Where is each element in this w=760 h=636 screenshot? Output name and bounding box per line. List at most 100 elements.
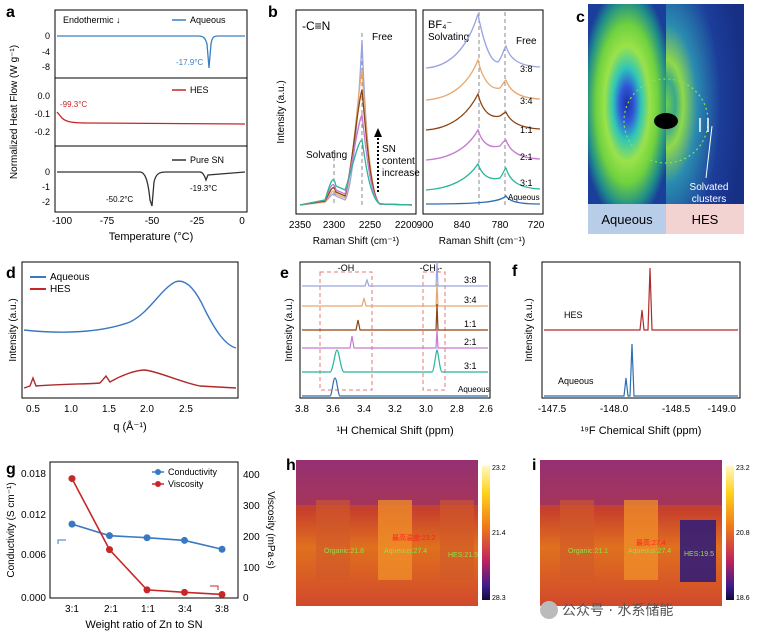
g-axis-hint-left	[57, 539, 66, 544]
g-y2tick-2: 200	[243, 532, 260, 543]
i-scale-2: 18.6	[736, 595, 750, 602]
h-label-1: Aqueous:27.4	[384, 548, 427, 555]
a-xtick-0: -100	[52, 216, 72, 227]
e-xtick-1: 3.6	[326, 404, 340, 415]
e-frame	[299, 261, 491, 399]
i-vial-1	[560, 500, 594, 580]
b-arrow-text3: increase	[382, 168, 420, 179]
g-point-0-0	[68, 520, 76, 528]
b-left-solvating: Solvating	[306, 150, 347, 161]
a-mid-peak: -99.3°C	[60, 100, 87, 109]
a-top-ytick-2: -8	[42, 62, 50, 72]
b-arrow-head	[374, 128, 382, 137]
a-sn-curve	[57, 171, 246, 207]
g-xtick-4: 3:8	[215, 604, 229, 615]
d-xtick-1: 1.0	[64, 404, 78, 415]
b-right-xlabel: Raman Shift (cm⁻¹)	[439, 236, 525, 247]
h-scale-1: 21.4	[492, 530, 506, 537]
b-right-xtick-0: 900	[417, 220, 434, 231]
g-ytick-2: 0.012	[21, 510, 46, 521]
c-aqueous-image	[588, 4, 666, 204]
c-annot2: clusters	[692, 194, 726, 205]
a-bot-frame	[54, 145, 248, 213]
g-frame	[49, 461, 239, 599]
d-xtick-2: 1.5	[102, 404, 116, 415]
b-right-xtick-1: 840	[454, 220, 471, 231]
panel-label-f: f	[512, 263, 518, 280]
a-hes-curve	[56, 111, 246, 125]
b-right-curve-6	[425, 194, 541, 205]
b-right-solvating: Solvating	[428, 32, 469, 43]
g-xlabel: Weight ratio of Zn to SN	[85, 619, 202, 631]
h-colorbar	[482, 466, 490, 600]
e-curve-6	[302, 377, 488, 397]
panel-a: Normalized Heat Flow (W g⁻¹) Endothermic…	[9, 9, 248, 243]
b-right-frame	[422, 9, 544, 215]
panel-label-e: e	[280, 265, 289, 282]
b-ratio-2: 1:1	[520, 125, 533, 135]
f-aqueous-curve	[544, 343, 738, 397]
g-point-1-1	[106, 546, 113, 554]
b-ratio-3: 2:1	[520, 152, 533, 162]
g-point-0-1	[106, 532, 113, 540]
e-xtick-6: 2.6	[479, 404, 493, 415]
c-beamstop	[654, 113, 678, 129]
b-left-frame	[295, 9, 417, 215]
a-bot-ytick-0: 0	[45, 167, 50, 177]
g-y2tick-4: 400	[243, 470, 260, 481]
g-point-0-3	[181, 536, 188, 544]
e-curve-5	[302, 349, 488, 373]
g-xtick-2: 1:1	[141, 604, 155, 615]
d-xtick-3: 2.0	[140, 404, 154, 415]
g-y2label: Viscosity (mPa·s)	[265, 491, 276, 569]
e-ylabel: Intensity (a.u.)	[284, 298, 295, 361]
wechat-icon	[540, 601, 558, 619]
g-point-1-2	[143, 586, 151, 594]
b-right-curve-3	[425, 92, 541, 131]
a-mid-ytick-2: -0.2	[34, 127, 50, 137]
e-xtick-5: 2.8	[450, 404, 464, 415]
a-xtick-2: -50	[145, 216, 160, 227]
b-right-curve-5	[425, 162, 541, 191]
panel-d: Intensity (a.u.) Aqueous HES 0.5 1.0 1.5…	[8, 261, 239, 433]
g-ytick-0: 0.000	[21, 593, 46, 604]
b-left-xtick-0: 2350	[289, 220, 312, 231]
b-right-curve-4	[425, 128, 541, 161]
i-label-2: HES:19.5	[684, 551, 714, 558]
b-arrow-text1: SN	[382, 144, 396, 155]
d-aqueous-curve	[23, 280, 237, 349]
e-xlabel: ¹H Chemical Shift (ppm)	[336, 425, 453, 437]
panel-g-chart: Conductivity (S cm⁻¹) Viscosity (mPa·s) …	[6, 461, 276, 631]
b-left-title: -C≡N	[302, 19, 330, 33]
e-ratio-1: 3:4	[464, 295, 477, 305]
panel-label-h: h	[286, 457, 296, 474]
a-xtick-4: 0	[239, 216, 245, 227]
b-right-free: Free	[516, 36, 537, 47]
i-colorbar	[726, 466, 734, 600]
a-mid-ytick-1: -0.1	[34, 109, 50, 119]
panel-label-g: g	[6, 461, 16, 478]
g-y2tick-0: 0	[243, 593, 249, 604]
e-xtick-2: 3.4	[357, 404, 371, 415]
c-pointer	[705, 125, 713, 179]
h-label-0: Organic:21.8	[324, 548, 364, 555]
b-left-curve-4	[299, 113, 413, 206]
a-mid-frame	[54, 77, 248, 147]
g-axis-hint-right	[210, 585, 219, 590]
g-legend-1: Viscosity	[168, 479, 204, 489]
g-xtick-1: 2:1	[104, 604, 118, 615]
a-bot-ytick-2: -2	[42, 197, 50, 207]
g-point-0-4	[218, 545, 226, 553]
b-ratio-5: Aqueous	[508, 193, 540, 202]
c-aqueous-box	[588, 204, 666, 234]
watermark: 公众号 · 水系储能	[540, 600, 673, 620]
f-xtick-3: -149.0	[708, 404, 737, 415]
b-left-curve-3	[299, 89, 413, 206]
a-mid-legend: HES	[190, 85, 209, 95]
a-xtick-1: -75	[100, 216, 115, 227]
c-annot1: Solvated	[690, 182, 729, 193]
f-frame	[541, 261, 741, 399]
b-left-xtick-2: 2250	[359, 220, 382, 231]
h-vial-1	[316, 500, 350, 580]
e-ratio-2: 1:1	[464, 319, 477, 329]
